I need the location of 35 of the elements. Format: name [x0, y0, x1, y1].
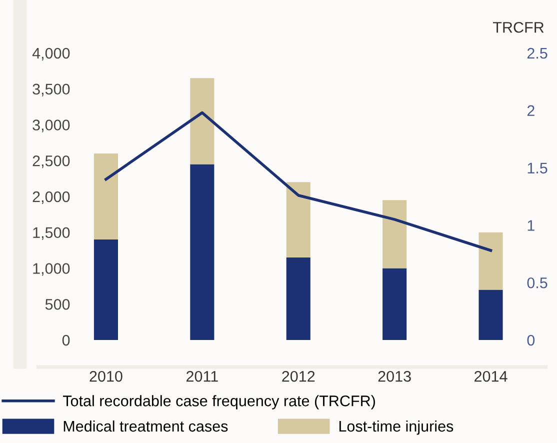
y-tick-label: 2,500	[32, 155, 70, 168]
y-tick-label: 3,500	[32, 84, 70, 96]
y2-tick-label: 0	[527, 334, 535, 346]
bar	[478, 232, 503, 290]
y-tick-label: 500	[45, 298, 70, 310]
y2-tick-label: 0.5	[527, 277, 548, 288]
bar	[382, 200, 407, 268]
y-tick-label: 2,000	[32, 191, 70, 204]
y2-tick-label: 2.5	[527, 48, 548, 59]
bar	[478, 290, 503, 340]
y2-tick-label: 1.5	[528, 162, 548, 174]
line-series	[104, 111, 492, 252]
bar	[94, 240, 118, 340]
x-tick-label: 2012	[282, 370, 315, 382]
bar	[190, 78, 214, 164]
y-tick-label: 1,500	[33, 227, 70, 240]
y2-axis-title: TRCFR	[492, 22, 544, 33]
legend-label: Medical treatment cases	[64, 420, 228, 432]
x-tick-label: 2013	[378, 370, 411, 382]
y-tick-label: 4,000	[32, 48, 70, 60]
y-tick-label: 3,000	[32, 120, 70, 132]
bar	[382, 268, 407, 340]
y2-tick-label: 1	[528, 220, 534, 231]
bar	[286, 182, 310, 258]
y-tick-label: 0	[62, 334, 70, 346]
x-tick-label: 2014	[474, 370, 508, 382]
x-tick-label: 2011	[186, 370, 218, 382]
y-tick-label: 1,000	[33, 263, 70, 276]
legend-label: Lost-time injuries	[339, 420, 454, 435]
legend-label: Total recordable case frequency rate (TRCFR)	[62, 395, 375, 410]
y2-tick-label: 2	[527, 105, 534, 116]
x-tick-label: 2010	[90, 370, 122, 382]
bar	[94, 153, 118, 240]
bar	[190, 164, 214, 340]
bar	[286, 257, 310, 340]
